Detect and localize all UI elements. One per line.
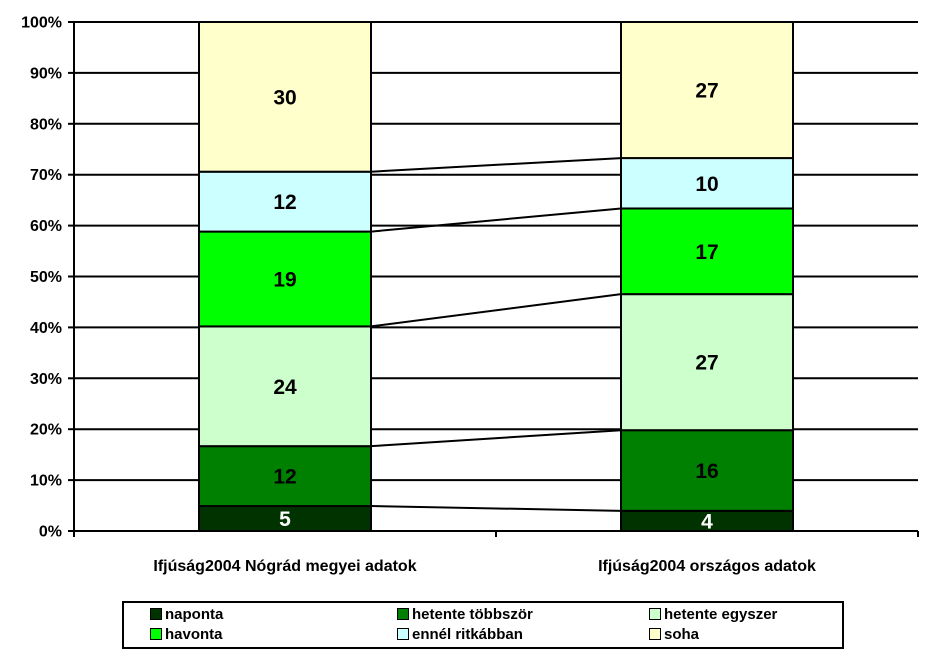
series-line — [370, 293, 622, 328]
stacked-bar-chart: 0% 10% 20% 30% 40% 50% 60% 70% 80% 90% 100% 5 12 24 1… — [21, 15, 919, 575]
data-label: 12 — [273, 466, 296, 489]
bar-segment — [620, 207, 794, 296]
legend-swatch — [150, 628, 162, 640]
data-label: 5 — [279, 508, 291, 531]
legend-label: naponta — [165, 605, 224, 623]
bar-segment — [198, 21, 372, 173]
data-label: 30 — [273, 86, 296, 109]
data-label: 19 — [273, 268, 296, 291]
y-axis-tick-labels: 0% 10% 20% 30% 40% 50% 60% 70% 80% 90% 100% — [21, 15, 62, 541]
legend-item: havonta — [150, 625, 223, 643]
legend-swatch — [649, 628, 661, 640]
axes — [68, 21, 919, 537]
y-tick-label: 60% — [30, 218, 62, 235]
x-tick-label: Ifjúság2004 országos adatok — [598, 558, 816, 575]
data-label: 4 — [701, 510, 713, 533]
legend-label: soha — [664, 625, 700, 643]
y-tick-label: 40% — [30, 320, 62, 337]
y-tick-label: 50% — [30, 269, 62, 286]
data-label: 17 — [695, 241, 718, 264]
bar-segment — [620, 21, 794, 160]
bar-segment — [198, 230, 372, 328]
legend-swatch — [150, 608, 162, 620]
data-label: 12 — [273, 191, 296, 214]
data-label: 10 — [695, 173, 718, 196]
data-label: 27 — [695, 80, 718, 103]
y-tick-label: 100% — [21, 15, 62, 32]
series-line — [370, 505, 622, 512]
bar-segment — [620, 157, 794, 210]
legend-item: naponta — [150, 605, 224, 623]
data-label: 27 — [695, 352, 718, 375]
y-tick-label: 90% — [30, 65, 62, 82]
legend-label: hetente egyszer — [664, 605, 778, 623]
y-tick-label: 0% — [39, 524, 62, 541]
y-tick-label: 20% — [30, 422, 62, 439]
y-tick-label: 80% — [30, 116, 62, 133]
bar-segment — [198, 325, 372, 448]
data-label: 24 — [273, 376, 297, 399]
bar-segment — [620, 429, 794, 512]
legend-swatch — [397, 608, 409, 620]
data-labels: 5 12 24 19 12 30 4 16 27 17 10 27 — [273, 80, 718, 534]
y-tick-label: 30% — [30, 371, 62, 388]
bar-segment — [620, 293, 794, 432]
legend: naponta hetente többször hetente egyszer ha… — [122, 601, 844, 649]
series-line — [370, 207, 622, 233]
series-line — [370, 157, 622, 173]
y-tick-label: 70% — [30, 167, 62, 184]
legend-item: hetente többször — [397, 605, 533, 623]
legend-swatch — [397, 628, 409, 640]
series-lines — [370, 157, 622, 512]
legend-item: hetente egyszer — [649, 605, 778, 623]
data-label: 16 — [695, 460, 718, 483]
legend-item: soha — [649, 625, 700, 643]
y-tick-label: 10% — [30, 473, 62, 490]
legend-label: havonta — [165, 625, 223, 643]
bars — [198, 21, 794, 532]
x-axis-tick-labels: Ifjúság2004 Nógrád megyei adatok Ifjúság2… — [153, 558, 816, 575]
legend-item: ennél ritkábban — [397, 625, 523, 643]
legend-swatch — [649, 608, 661, 620]
series-line — [370, 429, 622, 448]
legend-label: ennél ritkábban — [412, 625, 523, 643]
bar-segment — [198, 170, 372, 233]
legend-label: hetente többször — [412, 605, 533, 623]
x-tick-label: Ifjúság2004 Nógrád megyei adatok — [153, 558, 416, 575]
